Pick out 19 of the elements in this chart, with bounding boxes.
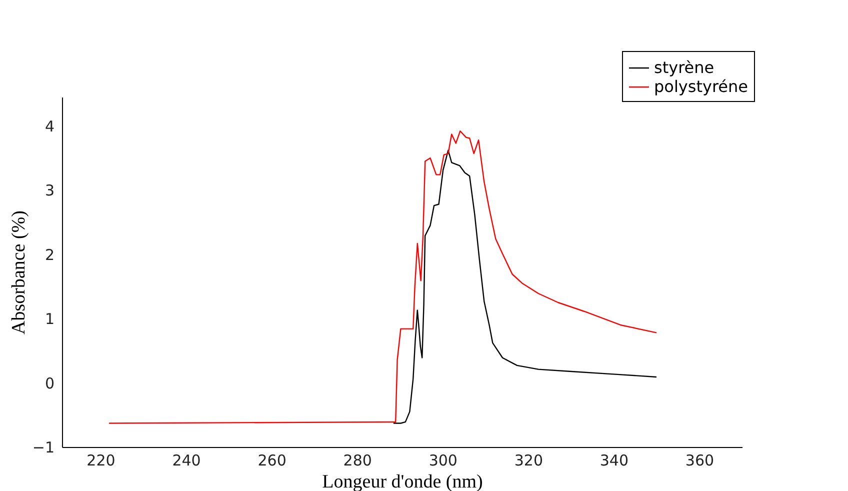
x-tick-label: 220 xyxy=(86,452,116,470)
legend-label: polystyréne xyxy=(654,77,748,96)
y-tick-label: 2 xyxy=(44,246,54,264)
y-tick-label: 1 xyxy=(44,310,54,328)
y-axis-title: Absorbance (%) xyxy=(8,210,30,334)
x-tick-label: 260 xyxy=(258,452,286,470)
x-tick-label: 300 xyxy=(428,452,458,470)
x-tick-label: 340 xyxy=(600,452,629,470)
x-tick-label: 240 xyxy=(172,452,201,470)
x-tick-label: 360 xyxy=(685,452,714,470)
x-tick-label: 320 xyxy=(514,452,543,470)
y-tick-label: 4 xyxy=(44,117,54,136)
y-tick-label: 3 xyxy=(44,182,54,200)
line-series xyxy=(108,130,658,424)
y-tick-label: 0 xyxy=(44,374,54,392)
line-series xyxy=(392,150,658,424)
x-tick-label: 280 xyxy=(343,452,372,470)
y-tick-label: −1 xyxy=(32,438,54,456)
legend-label: styrène xyxy=(654,58,714,77)
